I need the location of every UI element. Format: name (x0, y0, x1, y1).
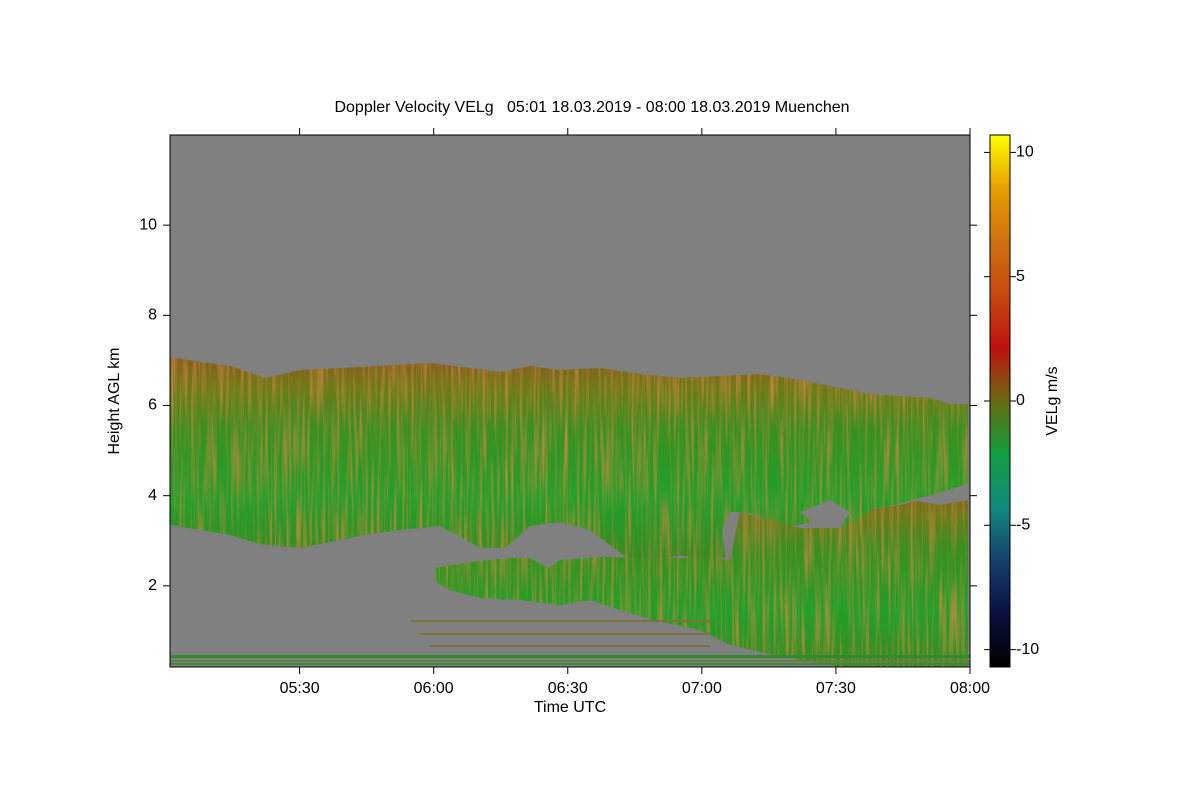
x-tick-label: 07:30 (816, 680, 856, 697)
x-tick-label: 08:00 (950, 680, 990, 697)
colorbar-tick-label: -5 (1016, 517, 1030, 534)
x-tick-label: 05:30 (280, 680, 320, 697)
colorbar-tick-label: 5 (1016, 268, 1025, 285)
ground-clutter (170, 663, 970, 665)
ground-clutter (170, 660, 970, 662)
y-axis-label: Height AGL km (106, 347, 123, 454)
colorbar (989, 134, 1011, 668)
x-tick-label: 06:30 (548, 680, 588, 697)
clear-gap (800, 500, 850, 528)
y-tick-label: 10 (139, 216, 157, 233)
plot-frame (169, 134, 971, 668)
chart-title: Doppler Velocity VELg 05:01 18.03.2019 -… (334, 99, 849, 116)
y-tick-label: 4 (148, 487, 157, 504)
y-tick-label: 8 (148, 307, 157, 324)
colorbar-tick-label: 10 (1016, 144, 1034, 161)
y-tick-label: 2 (148, 577, 157, 594)
ground-clutter (170, 655, 970, 658)
colorbar-tick-label: 0 (1016, 392, 1025, 409)
drizzle-streaks (410, 620, 710, 647)
y-tick-label: 6 (148, 397, 157, 414)
clear-gap (912, 484, 968, 505)
x-tick-label: 07:00 (682, 680, 722, 697)
colorbar-label: VELg m/s (1044, 366, 1061, 435)
x-tick-label: 06:00 (414, 680, 454, 697)
x-axis-label: Time UTC (534, 699, 606, 716)
colorbar-tick-label: -10 (1016, 641, 1039, 658)
heatmap-field (170, 135, 970, 667)
